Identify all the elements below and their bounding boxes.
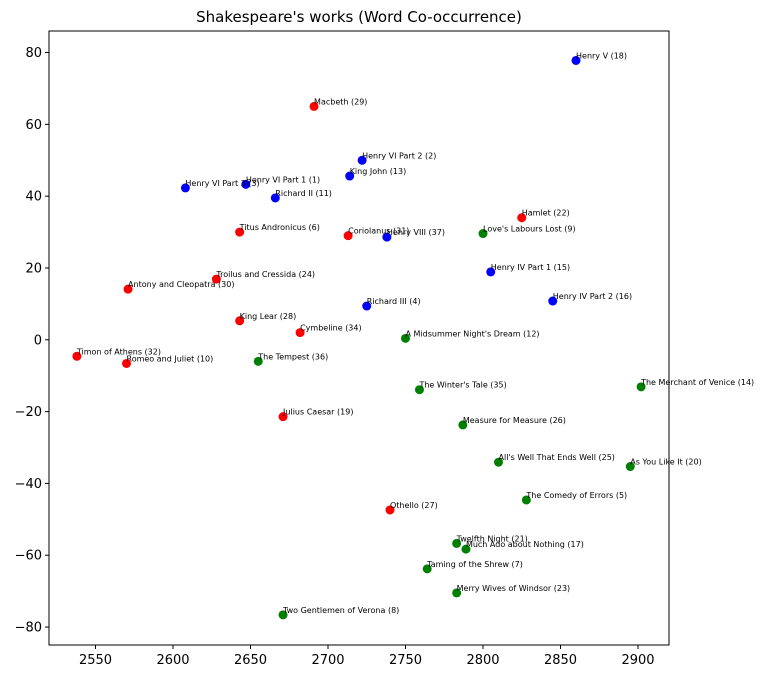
data-point [636,382,646,392]
y-tick-label: 20 [25,261,42,276]
data-point [122,358,131,368]
point-labels: Henry V (18) Macbeth (29) Henry VI Part 2 … [76,51,754,614]
data-point [270,193,280,203]
data-point-label: Merry Wives of Windsor (23) [457,584,571,593]
data-point [494,457,503,467]
data-point-label: The Merchant of Venice (14) [640,378,754,387]
data-point [452,538,462,548]
x-tick-label: 2750 [389,653,422,668]
data-point-label: Timon of Athens (32) [76,347,161,356]
data-point [401,333,410,343]
data-point-label: Antony and Cleopatra (30) [128,280,234,289]
data-point-label: Twelfth Night (21) [456,534,528,543]
data-point-label: Henry IV Part 2 (16) [553,292,632,301]
data-point [382,232,392,242]
data-point [422,564,432,574]
x-tick-label: 2550 [79,653,112,668]
data-point-label: Henry V (18) [576,51,627,60]
data-point-label: The Comedy of Errors (5) [525,491,627,500]
data-point [72,351,82,361]
data-point-label: Cymbeline (34) [300,324,362,333]
data-point-label: Troilus and Cressida (24) [215,270,315,279]
data-point [123,284,133,294]
data-point-label: All's Well That Ends Well (25) [499,453,615,462]
data-point [309,101,319,111]
y-tick-label: 40 [25,190,42,205]
data-point [414,385,424,395]
data-point [241,179,251,189]
x-tick-label: 2800 [466,653,499,668]
data-point [253,356,263,366]
x-tick-label: 2650 [234,653,267,668]
y-axis-ticks: −80 −60 −40 −20 0 20 40 60 80 [15,46,49,636]
data-point [278,412,288,422]
y-tick-label: 80 [25,46,42,61]
data-point [278,610,288,620]
data-point [571,55,581,65]
data-point [362,301,372,311]
plot-area-frame [48,30,670,646]
y-tick-label: −40 [15,477,42,492]
data-point-label: King John (13) [350,167,407,176]
data-point-label: Measure for Measure (26) [463,416,566,425]
data-point-label: Henry IV Part 1 (15) [491,263,570,272]
x-tick-label: 2850 [544,653,577,668]
data-point [180,183,190,193]
data-point [357,155,367,165]
data-point [385,505,395,515]
y-tick-label: −60 [15,549,42,564]
data-point-label: Taming of the Shrew (7) [426,560,523,569]
data-point-label: King Lear (28) [240,312,297,321]
data-point-label: A Midsummer Night's Dream (12) [406,329,540,338]
data-point-label: Henry VI Part 3 (3) [185,179,259,188]
data-point-label: Richard II (11) [275,189,332,198]
y-tick-label: −20 [15,405,42,420]
data-points [72,55,646,620]
data-point-label: As You Like It (20) [630,458,701,467]
data-point [458,420,468,430]
data-point-label: Richard III (4) [367,297,421,306]
data-point [452,588,462,598]
data-point-label: Othello (27) [390,501,438,510]
y-tick-label: −80 [15,621,42,636]
data-point-label: Macbeth (29) [314,97,367,106]
data-point-label: Romeo and Juliet (10) [127,354,214,363]
y-tick-label: 0 [34,333,42,348]
data-point [461,544,471,554]
chart-title: Shakespeare's works (Word Co-occurrence) [196,8,522,26]
data-point-label: Two Gentlemen of Verona (8) [282,606,399,615]
data-point-label: The Tempest (36) [257,352,328,361]
data-point-label: The Winter's Tale (35) [418,381,506,390]
data-point-label: Julius Caesar (19) [282,408,353,417]
data-point-label: Titus Andronicus (6) [239,223,320,232]
data-point [486,267,496,277]
data-point-label: Hamlet (22) [522,209,570,218]
data-point [521,495,531,505]
data-point-label: Coriolanus (31) [348,227,409,236]
data-point [235,316,245,326]
data-point-label: Henry VI Part 1 (1) [246,175,320,184]
data-point-label: Much Ado about Nothing (17) [466,540,584,549]
data-point [295,328,305,338]
data-point [548,296,558,306]
data-point-label: Love's Labours Lost (9) [483,225,576,234]
data-point [211,274,221,284]
x-tick-label: 2900 [621,653,654,668]
data-point-label: Henry VIII (37) [387,228,445,237]
data-point [345,171,355,181]
x-axis-ticks: 2550 2600 2650 2700 2750 2800 2850 2900 [79,645,655,668]
data-point [478,229,488,239]
data-point [625,462,635,472]
x-tick-label: 2600 [156,653,189,668]
data-point [343,231,353,241]
data-point [517,213,527,223]
x-tick-label: 2700 [311,653,344,668]
y-tick-label: 60 [25,118,42,133]
data-point-label: Henry VI Part 2 (2) [362,151,436,160]
data-point [235,227,245,237]
